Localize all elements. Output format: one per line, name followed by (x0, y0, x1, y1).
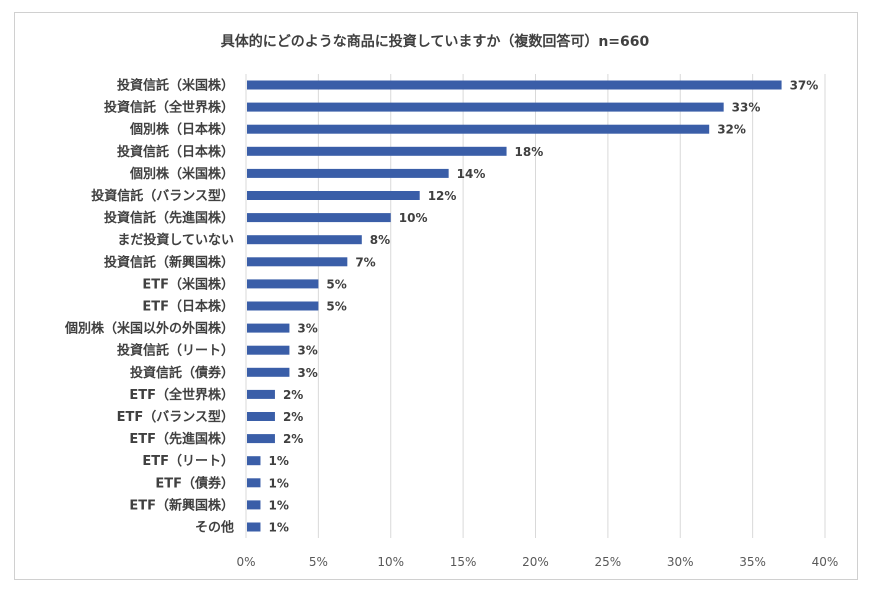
category-label: 個別株（日本株） (129, 122, 234, 138)
bar (247, 80, 782, 90)
chart-frame (14, 12, 858, 580)
bar (247, 168, 449, 178)
x-tick-label: 20% (522, 555, 549, 569)
bar (247, 478, 261, 488)
category-label: 個別株（米国株） (129, 166, 234, 182)
category-label: 投資信託（リート） (117, 343, 234, 359)
bar (247, 301, 319, 311)
x-tick-label: 5% (309, 555, 328, 569)
data-label: 3% (297, 366, 317, 380)
category-label: その他 (195, 520, 234, 536)
data-label: 3% (297, 344, 317, 358)
x-tick-label: 25% (595, 555, 622, 569)
bar (247, 257, 348, 267)
category-label: 投資信託（米国株） (117, 78, 234, 94)
x-tick-label: 15% (450, 555, 477, 569)
x-tick-label: 40% (812, 555, 839, 569)
category-label: ETF（米国株） (142, 276, 234, 292)
bar (247, 213, 391, 223)
x-tick-label: 10% (377, 555, 404, 569)
category-label: 投資信託（日本株） (117, 144, 234, 160)
data-label: 5% (326, 300, 346, 314)
category-label: ETF（リート） (142, 453, 234, 469)
data-label: 8% (370, 233, 390, 247)
category-label: まだ投資していない (117, 232, 234, 248)
category-label: ETF（全世界株） (129, 387, 234, 403)
category-label: 投資信託（債券） (130, 365, 234, 381)
bar (247, 235, 362, 245)
category-label: ETF（日本株） (142, 299, 234, 315)
bar (247, 191, 420, 200)
category-label: 投資信託（全世界株） (104, 100, 234, 116)
category-label: ETF（バランス型） (117, 409, 234, 425)
chart-title: 具体的にどのような商品に投資していますか（複数回答可）n=660 (220, 34, 650, 50)
category-label: 投資信託（先進国株） (104, 210, 234, 226)
bar (247, 456, 261, 466)
bar (247, 146, 507, 156)
data-label: 1% (268, 521, 288, 535)
bar (247, 323, 290, 333)
x-tick-label: 0% (236, 555, 255, 569)
bar (247, 522, 261, 532)
data-label: 2% (283, 432, 303, 446)
data-label: 12% (428, 189, 457, 203)
data-label: 1% (268, 454, 288, 468)
data-label: 37% (790, 79, 819, 93)
bar (247, 389, 275, 399)
bar (247, 412, 275, 421)
data-label: 5% (326, 277, 346, 291)
bar (247, 434, 275, 444)
category-label: ETF（債券） (155, 475, 234, 491)
data-label: 3% (297, 322, 317, 336)
data-label: 1% (268, 476, 288, 490)
bar (247, 124, 710, 134)
data-label: 2% (283, 388, 303, 402)
category-label: 投資信託（バランス型） (91, 188, 234, 204)
category-label: 個別株（米国以外の外国株） (64, 321, 234, 337)
bar (247, 500, 261, 510)
data-label: 18% (515, 145, 544, 159)
bar (247, 279, 319, 289)
bar (247, 102, 724, 112)
data-label: 33% (732, 101, 761, 115)
data-label: 32% (717, 123, 746, 137)
category-label: ETF（先進国株） (129, 431, 234, 447)
category-label: ETF（新興国株） (129, 497, 234, 513)
category-label: 投資信託（新興国株） (104, 254, 234, 270)
x-tick-label: 35% (739, 555, 766, 569)
data-label: 10% (399, 211, 428, 225)
bar (247, 367, 290, 377)
data-label: 14% (457, 167, 486, 181)
data-label: 1% (268, 498, 288, 512)
data-label: 7% (355, 255, 375, 269)
bar (247, 345, 290, 355)
x-tick-label: 30% (667, 555, 694, 569)
data-label: 2% (283, 410, 303, 424)
